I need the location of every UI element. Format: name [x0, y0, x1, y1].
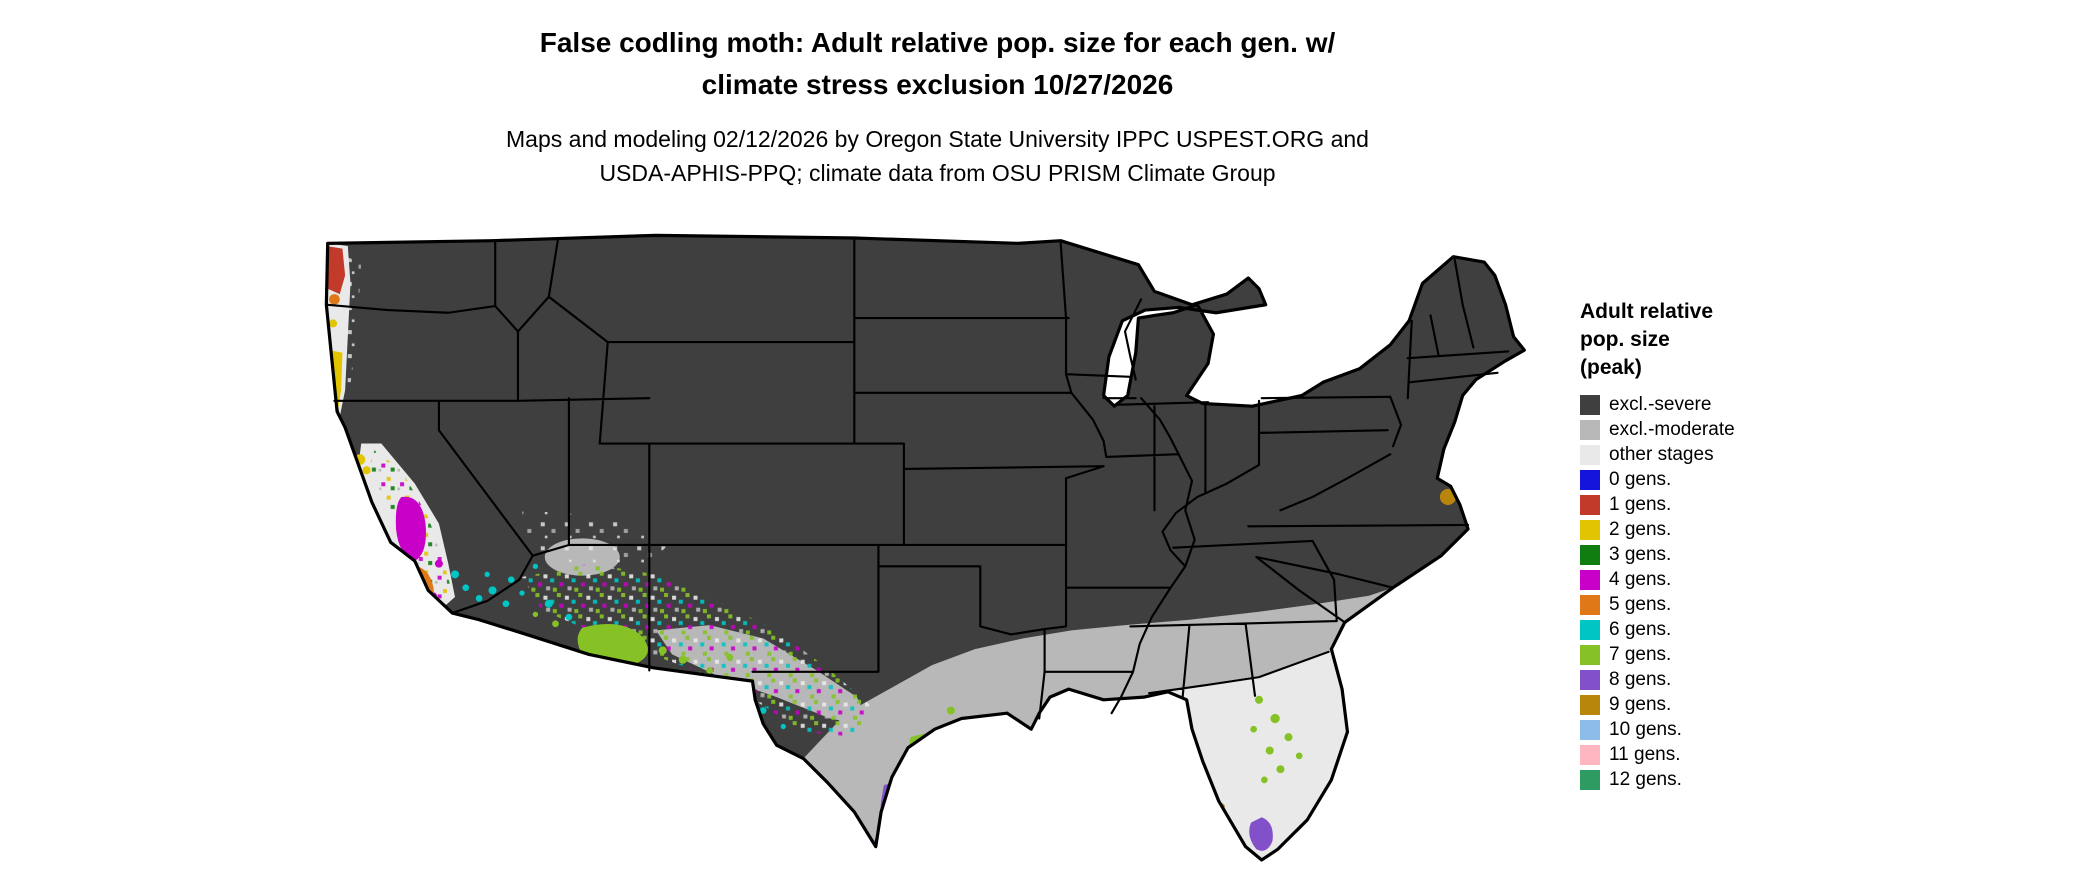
legend-swatch — [1580, 594, 1600, 615]
legend-item-label: 4 gens. — [1609, 569, 1672, 590]
legend-item-label: other stages — [1609, 444, 1714, 465]
legend-item: excl.-moderate — [1580, 417, 1880, 442]
overlay-fl-purple — [1249, 817, 1273, 851]
us-base-region — [326, 235, 1525, 860]
legend-title-line1: Adult relative — [1580, 300, 1714, 323]
page-subtitle-line1: Maps and modeling 02/12/2026 by Oregon S… — [506, 126, 1369, 152]
legend-swatch — [1580, 569, 1600, 590]
page-title: False codling moth: Adult relative pop. … — [0, 22, 1875, 106]
legend-swatch — [1580, 694, 1600, 715]
legend-item: 6 gens. — [1580, 617, 1880, 642]
legend-item: other stages — [1580, 442, 1880, 467]
legend-swatch — [1580, 494, 1600, 515]
us-map-svg — [324, 233, 1526, 862]
legend-item-label: excl.-severe — [1609, 394, 1712, 415]
overlay-nw-orange-dot — [329, 294, 340, 305]
legend-swatch — [1580, 469, 1600, 490]
overlay-sf-gold-dot2 — [362, 466, 371, 475]
legend-item-label: 1 gens. — [1609, 494, 1672, 515]
legend-item-label: 0 gens. — [1609, 469, 1672, 490]
legend-swatch — [1580, 519, 1600, 540]
legend-item: 5 gens. — [1580, 592, 1880, 617]
legend-title-line3: (peak) — [1580, 356, 1642, 379]
page-subtitle-line2: USDA-APHIS-PPQ; climate data from OSU PR… — [599, 160, 1276, 186]
orange-dot — [879, 834, 888, 843]
legend-items: excl.-severe excl.-moderate other stages… — [1580, 392, 1880, 792]
legend-swatch — [1580, 394, 1600, 415]
overlay-ca-magenta — [395, 496, 426, 562]
legend-swatch — [1580, 444, 1600, 465]
legend-swatch — [1580, 644, 1600, 665]
legend-item: 1 gens. — [1580, 492, 1880, 517]
legend-item: 3 gens. — [1580, 542, 1880, 567]
magenta-dot — [434, 559, 443, 568]
overlay-nw-yellow-dot — [329, 319, 338, 328]
legend-title: Adult relative pop. size (peak) — [1580, 298, 1880, 382]
us-outline — [324, 233, 1526, 862]
legend-item-label: 7 gens. — [1609, 644, 1672, 665]
legend: Adult relative pop. size (peak) excl.-se… — [1580, 298, 1880, 792]
speckle-southwest — [522, 563, 871, 738]
legend-item: 4 gens. — [1580, 567, 1880, 592]
legend-item-label: 3 gens. — [1609, 544, 1672, 565]
page-title-line1: False codling moth: Adult relative pop. … — [539, 27, 1336, 58]
legend-swatch — [1580, 544, 1600, 565]
legend-item-label: 9 gens. — [1609, 694, 1672, 715]
overlay-south-moderate — [803, 585, 1402, 847]
legend-swatch — [1580, 619, 1600, 640]
legend-item: 11 gens. — [1580, 742, 1880, 767]
overlay-nw-red — [326, 246, 346, 295]
legend-item-label: excl.-moderate — [1609, 419, 1735, 440]
legend-item-label: 11 gens. — [1609, 744, 1681, 765]
legend-item: 10 gens. — [1580, 717, 1880, 742]
legend-item-label: 2 gens. — [1609, 519, 1672, 540]
legend-title-line2: pop. size — [1580, 328, 1670, 351]
legend-item: excl.-severe — [1580, 392, 1880, 417]
legend-item: 8 gens. — [1580, 667, 1880, 692]
overlay-florida-light — [1167, 649, 1348, 860]
legend-item-label: 6 gens. — [1609, 619, 1672, 640]
legend-item: 0 gens. — [1580, 467, 1880, 492]
us-map — [321, 230, 1527, 884]
speckle-nevada — [522, 510, 670, 571]
legend-swatch — [1580, 419, 1600, 440]
legend-item: 2 gens. — [1580, 517, 1880, 542]
page-title-line2: climate stress exclusion 10/27/2026 — [701, 69, 1174, 100]
legend-item-label: 5 gens. — [1609, 594, 1672, 615]
legend-item-label: 8 gens. — [1609, 669, 1672, 690]
legend-swatch — [1580, 719, 1600, 740]
magenta-dot — [719, 685, 727, 693]
legend-swatch — [1580, 769, 1600, 790]
legend-item: 12 gens. — [1580, 767, 1880, 792]
title-block: False codling moth: Adult relative pop. … — [0, 22, 1875, 190]
overlay-sf-green-dot — [351, 468, 360, 477]
speckle-pnw-inland — [342, 256, 362, 404]
legend-item: 7 gens. — [1580, 642, 1880, 667]
legend-item-label: 12 gens. — [1609, 769, 1682, 790]
legend-swatch — [1580, 669, 1600, 690]
legend-swatch — [1580, 744, 1600, 765]
legend-item: 9 gens. — [1580, 692, 1880, 717]
page-subtitle: Maps and modeling 02/12/2026 by Oregon S… — [0, 122, 1875, 190]
legend-item-label: 10 gens. — [1609, 719, 1682, 740]
